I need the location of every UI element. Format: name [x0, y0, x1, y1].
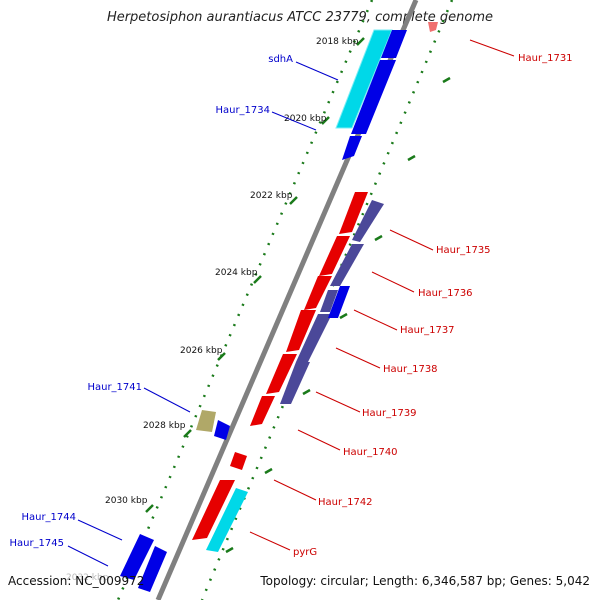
gene-label[interactable]: Haur_1735 [436, 245, 491, 256]
genes-red[interactable] [192, 192, 368, 540]
kbp-label: 2026 kbp [180, 346, 223, 356]
gene-blue[interactable] [328, 286, 350, 318]
gene-purple[interactable] [352, 200, 384, 242]
gene-label[interactable]: Haur_1741 [87, 382, 142, 393]
gene-blue[interactable] [214, 420, 230, 440]
genes-top[interactable] [335, 22, 438, 160]
gene-haur-1745[interactable] [138, 546, 167, 592]
genes-purple[interactable] [280, 200, 384, 404]
gene-purple[interactable] [330, 244, 364, 286]
genome-summary-text: Topology: circular; Length: 6,346,587 bp… [260, 574, 590, 588]
kbp-label: 2020 kbp [284, 114, 327, 124]
map-title: Herpetosiphon aurantiacus ATCC 23779, co… [106, 10, 494, 25]
kbp-label: 2024 kbp [215, 268, 258, 278]
gene-purple[interactable] [296, 314, 332, 362]
gene-red[interactable] [250, 396, 275, 426]
gene-label[interactable]: Haur_1738 [383, 364, 438, 375]
gene-labels-right: Haur_1731 Haur_1735 Haur_1736 Haur_1737 … [293, 53, 573, 558]
kbp-label: 2028 kbp [143, 421, 186, 431]
gene-label[interactable]: sdhA [268, 54, 293, 65]
gene-red[interactable] [304, 276, 332, 310]
kbp-label: 2030 kbp [105, 496, 148, 506]
kbp-label: 2022 kbp [250, 191, 293, 201]
gene-purple[interactable] [320, 290, 338, 312]
gene-label[interactable]: Haur_1739 [362, 408, 417, 419]
gene-red[interactable] [339, 192, 368, 234]
gene-label[interactable]: Haur_1737 [400, 325, 455, 336]
gene-red[interactable] [230, 452, 247, 470]
gene-label[interactable]: Haur_1744 [21, 512, 76, 523]
gene-label[interactable]: Haur_1740 [343, 447, 398, 458]
gene-label[interactable]: Haur_1742 [318, 497, 373, 508]
gene-red[interactable] [286, 310, 316, 352]
kbp-label: 2018 kbp [316, 37, 359, 47]
gene-haur-1741[interactable] [196, 410, 216, 432]
kbp-labels: 2018 kbp 2020 kbp 2022 kbp 2024 kbp 2026… [66, 37, 359, 583]
gene-sdhA[interactable] [335, 29, 393, 129]
gene-label[interactable]: Haur_1745 [9, 538, 64, 549]
gene-blue[interactable] [381, 30, 407, 58]
accession-text: Accession: NC_009972 [8, 574, 145, 588]
gene-label[interactable]: Haur_1736 [418, 288, 473, 299]
genes-bottom[interactable] [120, 410, 248, 592]
leader-lines-left [67, 61, 339, 567]
leader-lines-right [249, 39, 515, 551]
gene-pyrG[interactable] [206, 488, 248, 552]
gene-haur-1744[interactable] [120, 534, 154, 580]
gene-purple[interactable] [280, 362, 310, 404]
major-ticks [145, 37, 451, 554]
gene-label[interactable]: Haur_1734 [215, 105, 270, 116]
gene-labels-left: sdhA Haur_1734 Haur_1741 Haur_1744 Haur_… [9, 54, 293, 549]
gene-label[interactable]: pyrG [293, 547, 317, 558]
gene-blue[interactable] [342, 136, 362, 160]
gene-red[interactable] [266, 354, 297, 394]
gene-red[interactable] [319, 236, 350, 276]
gene-blue[interactable] [351, 60, 396, 134]
gene-haur-1731[interactable] [428, 22, 438, 32]
gene-label[interactable]: Haur_1731 [518, 53, 573, 64]
gene-red[interactable] [192, 480, 235, 540]
kbp-label: 2032 kbp [66, 573, 109, 583]
